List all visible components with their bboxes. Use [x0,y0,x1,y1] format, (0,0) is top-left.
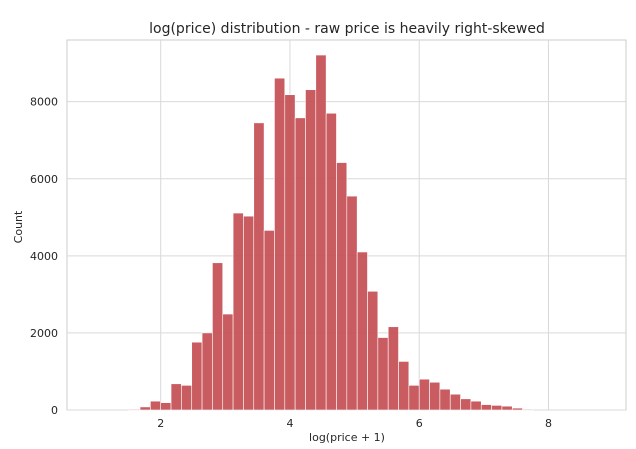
histogram-bar [284,94,296,411]
histogram-bar [491,405,503,411]
histogram-bar [460,398,472,411]
histogram-bar [377,337,389,411]
x-tick-label: 4 [286,417,293,430]
histogram-bar [511,407,523,411]
histogram-bar [346,195,358,411]
y-tick-label: 0 [51,404,58,417]
x-tick-label: 6 [416,417,423,430]
histogram-bar [367,290,379,411]
histogram-bar [429,381,441,411]
y-tick-label: 4000 [30,250,58,263]
histogram-bar [305,89,317,411]
histogram-bar [356,251,368,411]
histogram-bar [398,361,410,411]
histogram-bar [470,400,482,411]
histogram-bar [191,341,203,411]
histogram-bar [170,383,182,411]
histogram-bar [263,230,275,411]
y-axis-label: Count [12,210,25,243]
plot-area: 2 4 6 8 0 2000 4000 6000 8000 [30,39,627,430]
histogram-bar [201,332,213,411]
histogram-bar [243,215,255,411]
histogram-bar [336,162,348,411]
histogram-bar [387,326,399,411]
x-axis-ticks: 2 4 6 8 [157,417,552,430]
histogram-bar [315,54,327,411]
histogram-bar [181,385,193,411]
histogram-bar [212,262,224,411]
y-tick-label: 8000 [30,96,58,109]
histogram-bar [480,404,492,411]
x-tick-label: 2 [157,417,164,430]
chart-title: log(price) distribution - raw price is h… [149,21,545,37]
histogram-bar [439,388,451,411]
histogram-bar [449,393,461,411]
histogram-bar [160,402,172,411]
x-axis-label: log(price + 1) [309,431,385,444]
histogram-bar [150,400,162,411]
histogram-bar [128,408,141,411]
x-tick-label: 8 [545,417,552,430]
histogram-bar [522,408,534,411]
histogram-bar [294,117,306,411]
histogram-bar [408,385,420,411]
histogram-bars [128,54,534,411]
histogram-bar [139,406,151,411]
histogram-bar [501,405,513,411]
histogram-bar [418,378,430,411]
histogram-bar [253,122,265,411]
y-tick-label: 2000 [30,327,58,340]
histogram-bar [222,313,234,411]
y-axis-ticks: 0 2000 4000 6000 8000 [30,96,58,417]
histogram-bar [232,212,244,411]
histogram-bar [325,112,337,411]
y-tick-label: 6000 [30,173,58,186]
histogram-bar [274,77,286,411]
